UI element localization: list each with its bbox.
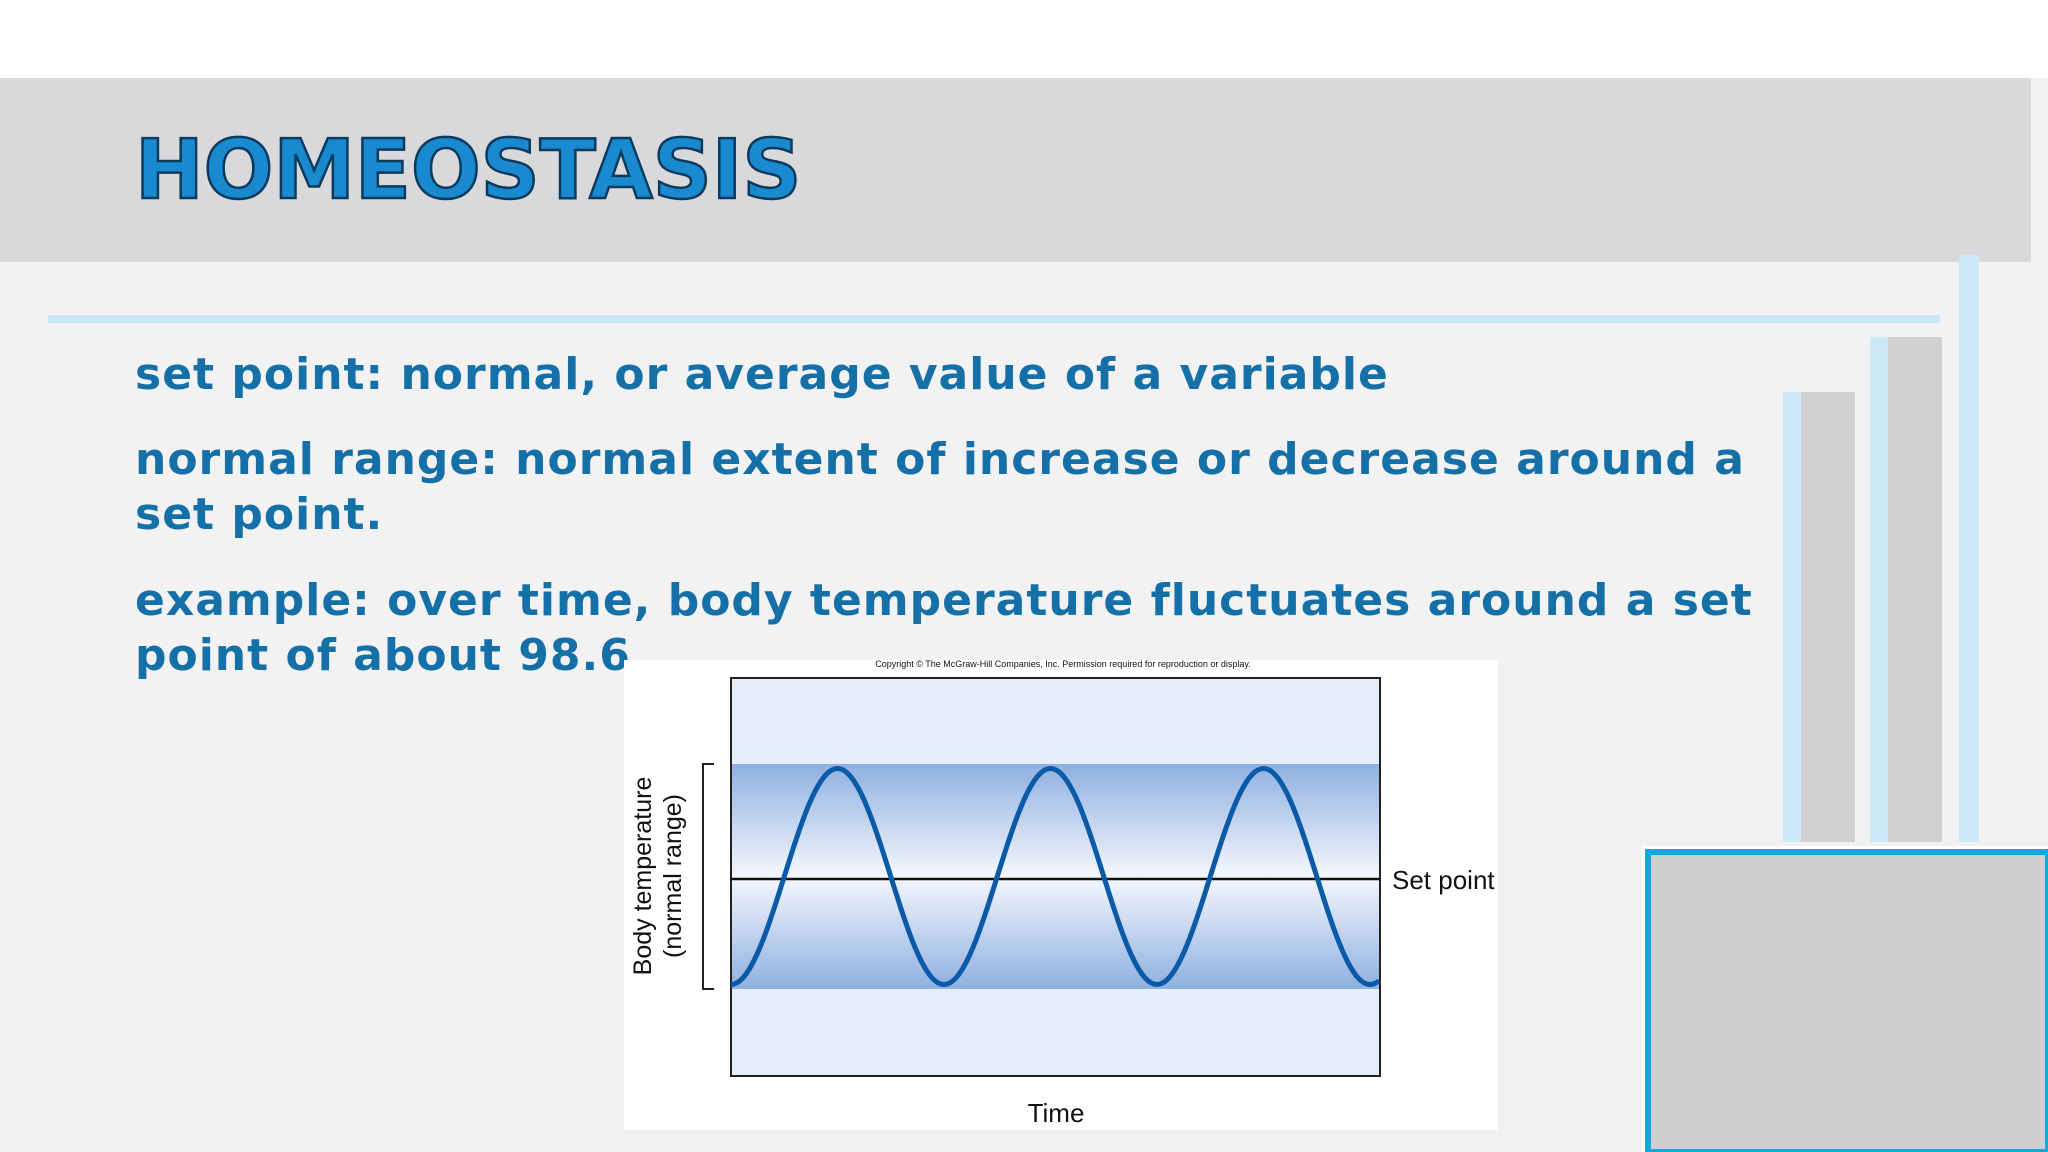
bullet-text: set point: normal, or average value of a… <box>135 349 1389 400</box>
y-label-line: (normal range) <box>659 794 687 958</box>
bullet-text: set point. <box>135 489 383 540</box>
deco-box <box>1645 849 2048 1152</box>
y-label-line: Body temperature <box>629 777 657 976</box>
y-axis-label: Body temperature (normal range) <box>629 777 687 976</box>
divider <box>48 315 1940 323</box>
range-bracket <box>702 763 714 990</box>
bullet-text: example: over time, body temperature flu… <box>135 575 1753 626</box>
bullet-list: set point: normal, or average value of a… <box>135 349 1753 681</box>
x-axis-label: Time <box>1028 1098 1085 1128</box>
normal-range-band <box>732 764 1379 989</box>
slide-title: HOMEOSTASIS <box>135 123 801 218</box>
copyright: Copyright © The McGraw-Hill Companies, I… <box>875 659 1250 669</box>
bullet-text: normal range: normal extent of increase … <box>135 434 1745 485</box>
top-strip <box>0 0 2048 78</box>
set-point-label: Set point <box>1392 865 1495 895</box>
title-band <box>0 78 2031 262</box>
deco-bar-edge <box>1783 392 1801 842</box>
deco-bar <box>1959 255 1979 842</box>
bullet-text: point of about 98.6 <box>135 630 631 681</box>
deco-bar-edge <box>1870 337 1888 842</box>
temperature-wave <box>730 765 1381 988</box>
